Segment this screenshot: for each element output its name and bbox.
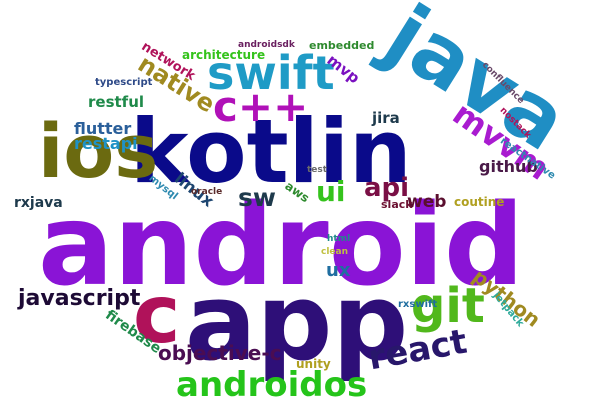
word-github: github bbox=[479, 157, 538, 176]
word-architecture: architecture bbox=[182, 48, 266, 62]
word-android: android bbox=[38, 181, 525, 311]
word-rxswift: rxswift bbox=[398, 299, 438, 310]
word-swift: swift bbox=[207, 46, 335, 100]
word-restapi: restapi bbox=[74, 134, 138, 153]
word-ios: ios bbox=[38, 109, 159, 195]
word-web: web bbox=[407, 192, 447, 212]
word-restful: restful bbox=[88, 93, 145, 111]
word-cplusplus: c++ bbox=[213, 82, 309, 131]
word-unity: unity bbox=[296, 357, 331, 371]
word-jira: jira bbox=[372, 109, 400, 127]
word-git: git bbox=[411, 278, 485, 334]
word-androidos: androidos bbox=[176, 365, 368, 405]
word-clean: clean bbox=[321, 247, 349, 257]
word-flutter: flutter bbox=[74, 119, 132, 138]
word-oracle: oracle bbox=[191, 187, 223, 197]
word-app: app bbox=[185, 261, 409, 384]
word-c: c bbox=[133, 268, 181, 361]
word-typescript: typescript bbox=[95, 77, 153, 88]
word-test: test bbox=[307, 165, 328, 175]
word-ui: ui bbox=[316, 175, 346, 208]
word-embedded: embedded bbox=[309, 39, 375, 52]
word-coutine: coutine bbox=[454, 195, 505, 209]
word-html: html bbox=[327, 234, 351, 244]
word-sw: sw bbox=[238, 183, 276, 212]
word-objective-c: objective-c bbox=[158, 341, 282, 365]
word-androidsdk: androidsdk bbox=[238, 40, 295, 50]
word-api: api bbox=[364, 173, 410, 203]
word-javascript: javascript bbox=[18, 286, 141, 311]
word-ux: ux bbox=[326, 260, 351, 281]
word-rxjava: rxjava bbox=[14, 195, 63, 211]
word-slack: slack bbox=[381, 198, 413, 211]
word-kotlin: kotlin bbox=[130, 100, 412, 203]
